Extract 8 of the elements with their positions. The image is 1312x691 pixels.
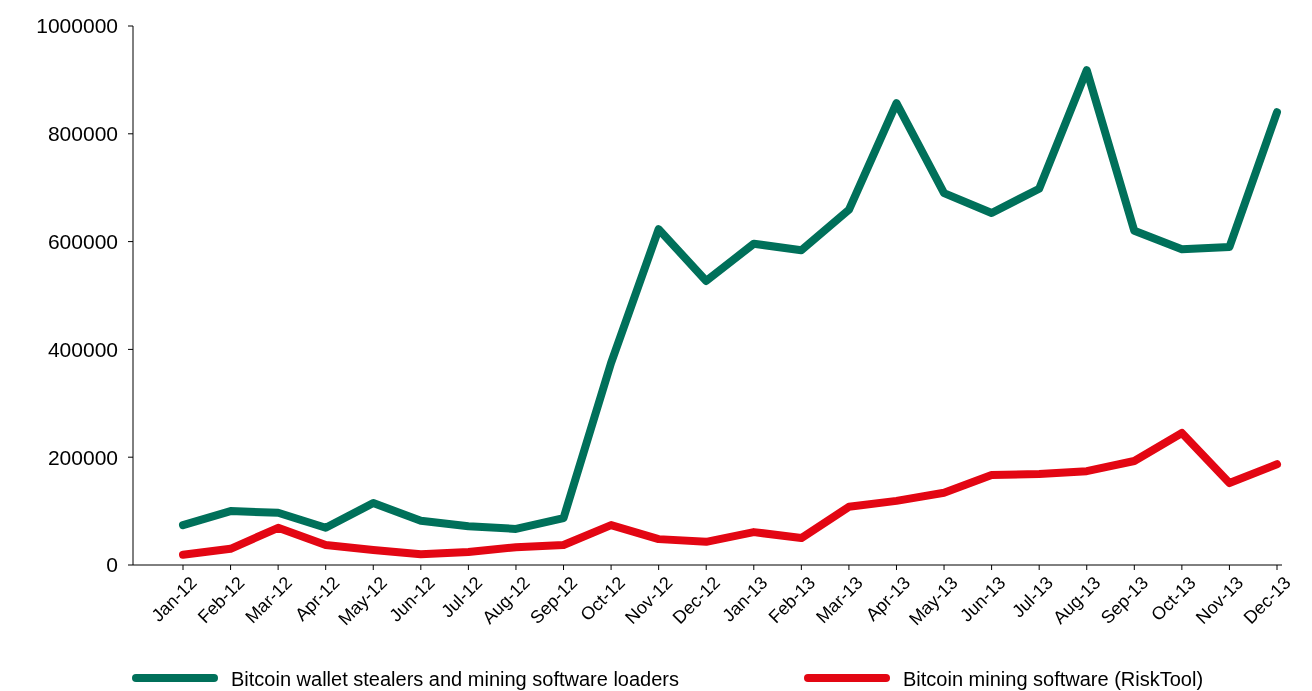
legend-label: Bitcoin wallet stealers and mining software loaders [231, 668, 679, 690]
y-tick-label: 1000000 [36, 14, 118, 38]
y-tick-label: 600000 [47, 229, 118, 253]
legend-label: Bitcoin mining software (RiskTool) [903, 668, 1204, 690]
y-tick-label: 0 [106, 553, 118, 577]
y-tick-label: 800000 [47, 122, 118, 146]
y-tick-label: 200000 [47, 445, 118, 469]
y-tick-label: 400000 [47, 337, 118, 361]
